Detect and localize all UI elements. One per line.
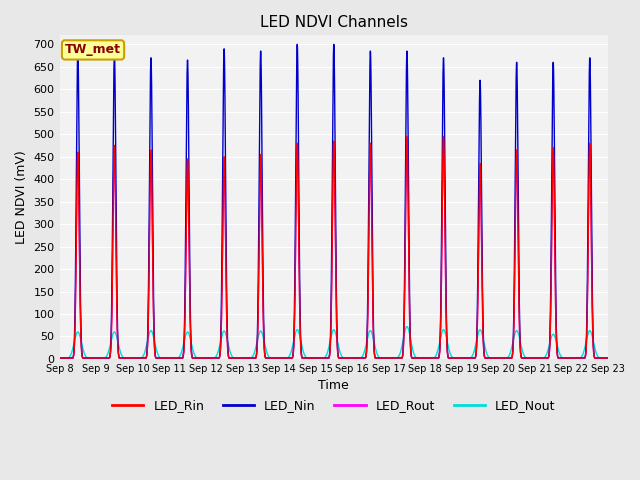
Y-axis label: LED NDVI (mV): LED NDVI (mV) [15,150,28,244]
Legend: LED_Rin, LED_Nin, LED_Rout, LED_Nout: LED_Rin, LED_Nin, LED_Rout, LED_Nout [107,395,561,418]
X-axis label: Time: Time [319,379,349,392]
Text: TW_met: TW_met [65,43,121,57]
Title: LED NDVI Channels: LED NDVI Channels [260,15,408,30]
